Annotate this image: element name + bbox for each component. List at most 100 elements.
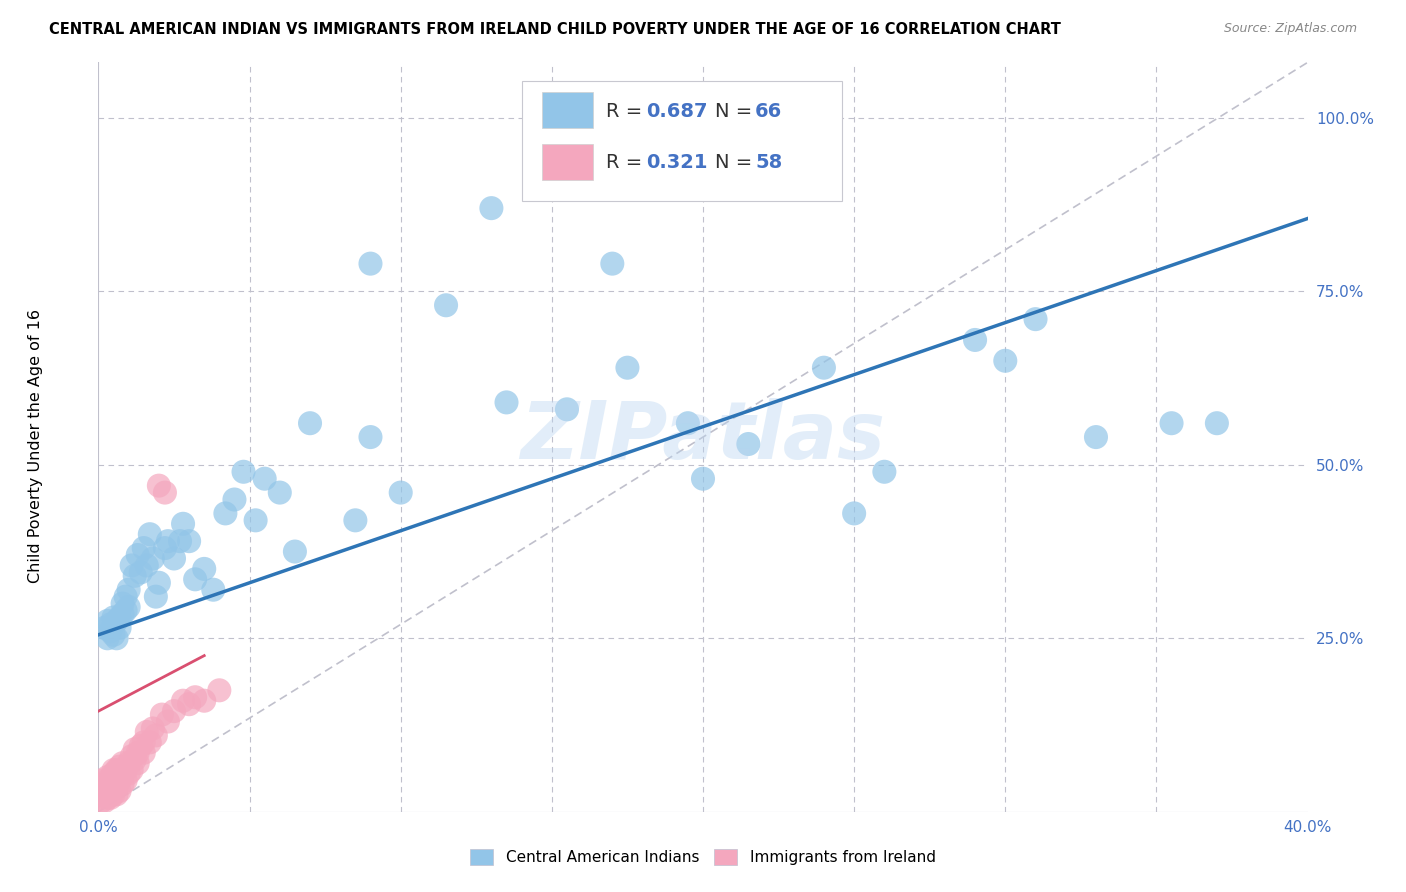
Point [1085, 430, 1108, 444]
Point [169, 534, 191, 549]
Point [156, 534, 179, 549]
Point [142, 551, 165, 566]
Point [179, 697, 201, 711]
Point [114, 590, 136, 604]
Point [127, 548, 149, 562]
Point [360, 257, 382, 271]
Point [148, 575, 170, 590]
Point [253, 472, 276, 486]
Point [108, 610, 131, 624]
Point [129, 739, 152, 753]
Point [135, 725, 157, 739]
Point [108, 759, 131, 773]
Point [132, 746, 155, 760]
Point [96, 632, 118, 646]
FancyBboxPatch shape [522, 81, 842, 201]
Point [111, 607, 134, 621]
Point [284, 544, 307, 558]
Point [495, 395, 517, 409]
Point [90, 790, 112, 805]
Point [737, 437, 759, 451]
Text: Source: ZipAtlas.com: Source: ZipAtlas.com [1223, 22, 1357, 36]
Point [139, 527, 162, 541]
Point [153, 485, 176, 500]
Point [156, 714, 179, 729]
Point [111, 766, 134, 780]
Point [139, 735, 162, 749]
Point [179, 534, 201, 549]
Point [103, 788, 125, 802]
Point [114, 763, 136, 777]
FancyBboxPatch shape [543, 145, 593, 180]
Point [96, 784, 118, 798]
Point [163, 704, 186, 718]
Point [135, 558, 157, 573]
Text: R =: R = [606, 153, 648, 171]
Point [224, 492, 246, 507]
Point [121, 749, 143, 764]
Point [100, 624, 122, 639]
Point [103, 763, 125, 777]
Text: 0.321: 0.321 [647, 153, 707, 171]
Text: R =: R = [606, 102, 648, 120]
Point [602, 257, 624, 271]
Point [150, 707, 173, 722]
Point [96, 773, 118, 788]
Point [555, 402, 578, 417]
Point [105, 770, 128, 784]
Point [1024, 312, 1046, 326]
Point [103, 777, 125, 791]
Point [105, 614, 128, 628]
Legend: Central American Indians, Immigrants from Ireland: Central American Indians, Immigrants fro… [464, 843, 942, 871]
Text: 58: 58 [755, 153, 782, 171]
Point [111, 756, 134, 771]
Point [145, 728, 167, 742]
Point [124, 753, 146, 767]
Point [153, 541, 176, 555]
Point [269, 485, 291, 500]
Point [96, 790, 118, 805]
Point [108, 621, 131, 635]
Text: N =: N = [716, 102, 759, 120]
Point [103, 628, 125, 642]
Point [245, 513, 267, 527]
Point [100, 790, 122, 805]
Point [692, 472, 714, 486]
Text: CENTRAL AMERICAN INDIAN VS IMMIGRANTS FROM IRELAND CHILD POVERTY UNDER THE AGE O: CENTRAL AMERICAN INDIAN VS IMMIGRANTS FR… [49, 22, 1062, 37]
Point [873, 465, 896, 479]
Text: ZIPatlas: ZIPatlas [520, 398, 886, 476]
Point [105, 763, 128, 777]
Point [676, 416, 699, 430]
Text: N =: N = [716, 153, 759, 171]
Point [100, 617, 122, 632]
Point [844, 507, 866, 521]
Text: 0.687: 0.687 [647, 102, 707, 120]
Point [132, 735, 155, 749]
Point [121, 763, 143, 777]
Point [124, 742, 146, 756]
Point [93, 794, 115, 808]
Point [129, 566, 152, 580]
Point [127, 746, 149, 760]
Point [111, 597, 134, 611]
Point [232, 465, 254, 479]
Point [813, 360, 835, 375]
Point [90, 784, 112, 798]
Point [105, 788, 128, 802]
Point [114, 603, 136, 617]
Point [1160, 416, 1182, 430]
Point [108, 784, 131, 798]
Point [90, 794, 112, 808]
Point [299, 416, 322, 430]
Point [434, 298, 457, 312]
Point [202, 582, 225, 597]
Point [481, 201, 503, 215]
Point [389, 485, 412, 500]
Point [184, 572, 207, 586]
Point [103, 610, 125, 624]
Point [172, 694, 194, 708]
Point [93, 780, 115, 795]
Point [124, 569, 146, 583]
Point [344, 513, 367, 527]
Point [360, 430, 382, 444]
